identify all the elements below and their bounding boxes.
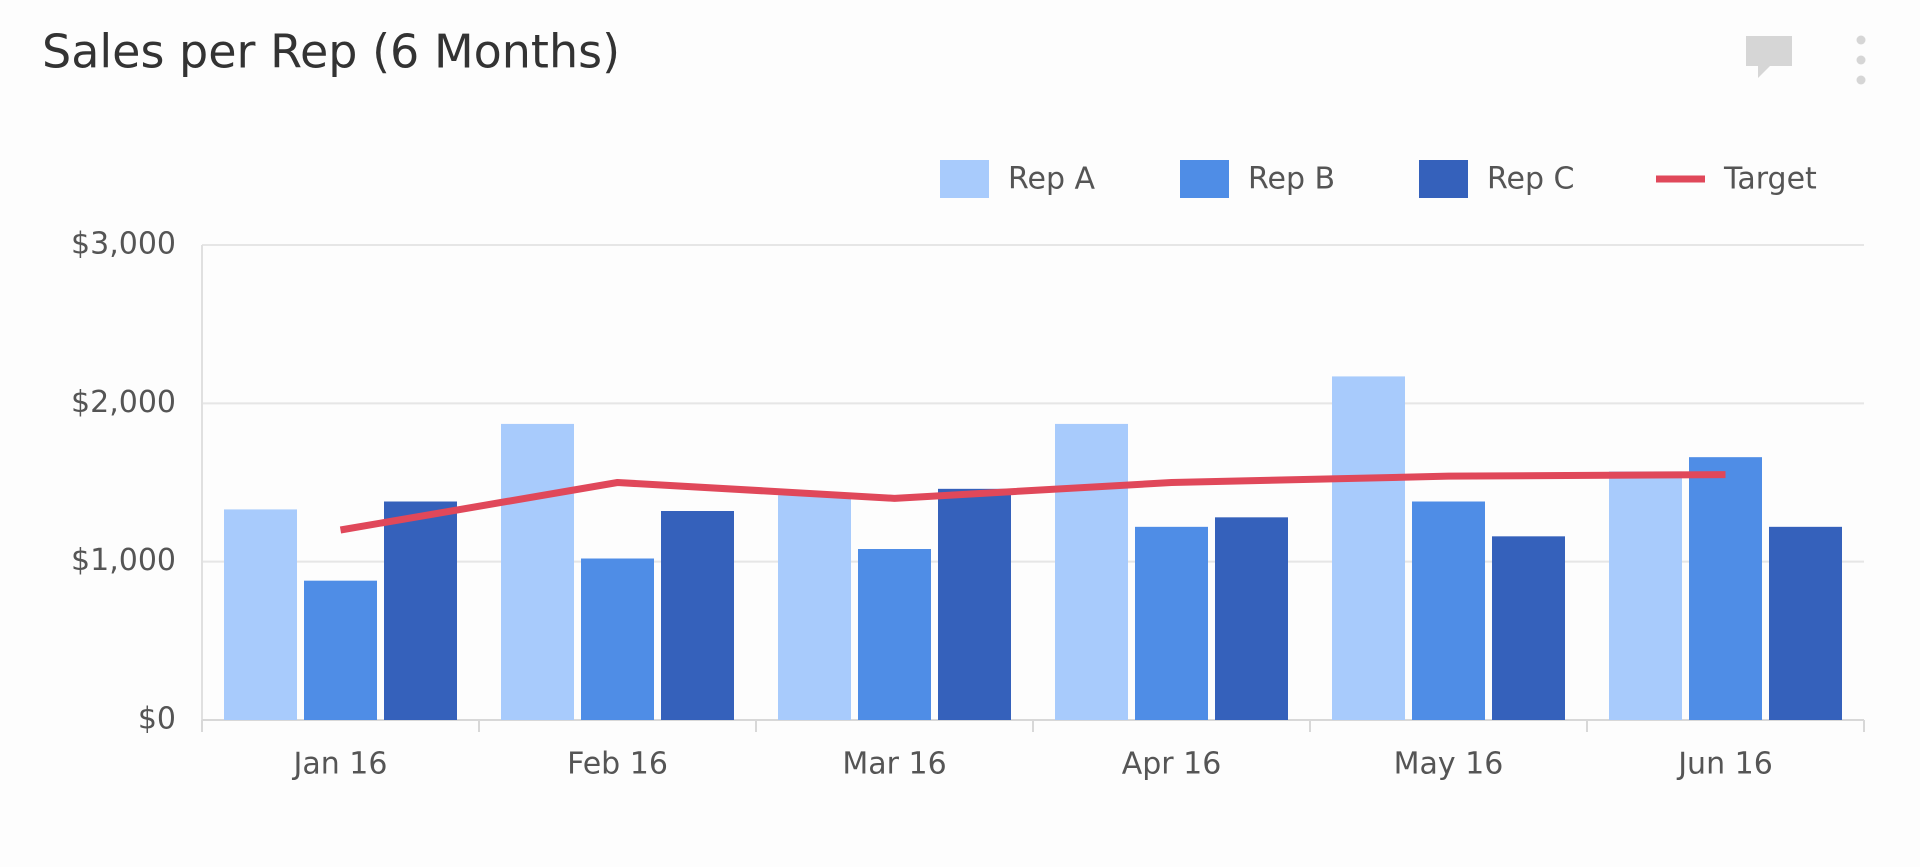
bar (1332, 376, 1405, 720)
bar (1769, 526, 1842, 720)
x-tick-label: Jun 16 (1676, 747, 1773, 782)
bar (858, 549, 931, 720)
legend-label: Rep C (1487, 162, 1574, 197)
y-tick-label: $0 (138, 702, 176, 737)
bar (1215, 517, 1288, 720)
bar (1135, 526, 1208, 720)
bar (661, 511, 734, 720)
legend-swatch (1419, 160, 1468, 198)
bar (778, 495, 851, 720)
comment-icon (1746, 36, 1792, 78)
y-tick-label: $3,000 (71, 227, 176, 262)
legend-label: Rep A (1008, 162, 1096, 197)
x-tick-label: May 16 (1394, 747, 1504, 782)
comment-button[interactable] (1746, 36, 1792, 78)
bar (1055, 423, 1128, 720)
y-tick-label: $1,000 (71, 543, 176, 578)
target-line (339, 471, 1726, 534)
bar (224, 509, 297, 720)
x-tick-label: Jan 16 (292, 747, 388, 782)
menu-dot (1856, 75, 1866, 85)
bar (384, 501, 457, 720)
bar (1492, 536, 1565, 720)
x-tick-label: Mar 16 (842, 747, 946, 782)
x-tick-label: Feb 16 (567, 747, 668, 782)
menu-dot (1856, 55, 1866, 65)
legend-swatch (1180, 160, 1229, 198)
legend-label: Target (1723, 162, 1817, 197)
menu-button[interactable] (1856, 35, 1866, 85)
bar (1689, 457, 1762, 720)
bar (938, 488, 1011, 720)
chart-title: Sales per Rep (6 Months) (42, 25, 620, 79)
menu-dot (1856, 35, 1866, 45)
bar (581, 558, 654, 720)
bar (1609, 471, 1682, 720)
y-tick-label: $2,000 (71, 385, 176, 420)
bar (501, 423, 574, 720)
bar (1412, 501, 1485, 720)
legend-swatch (940, 160, 989, 198)
x-tick-label: Apr 16 (1122, 747, 1222, 782)
legend-label: Rep B (1248, 162, 1335, 197)
bar (304, 580, 377, 720)
